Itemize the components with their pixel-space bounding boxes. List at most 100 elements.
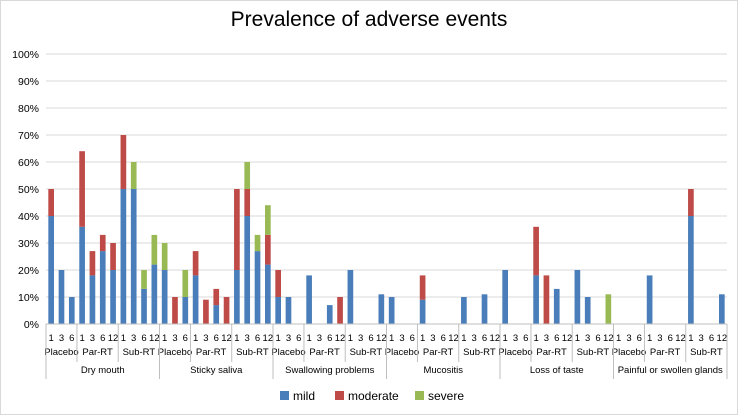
bar-mild — [182, 297, 189, 324]
subgroup-label: Placebo — [498, 347, 532, 358]
bar-mild — [141, 288, 147, 324]
bar-mild — [151, 264, 158, 324]
bar-moderate — [120, 135, 127, 189]
bar-mild — [419, 299, 426, 324]
legend-swatch-severe — [415, 391, 424, 400]
x-tick-label: 3 — [657, 333, 662, 344]
x-tick-label: 3 — [59, 333, 64, 344]
x-tick-label: 12 — [717, 333, 728, 344]
group-label: Sticky saliva — [190, 365, 243, 376]
bar-mild — [347, 270, 354, 324]
y-tick-label: 90% — [18, 76, 39, 88]
bar-moderate — [265, 234, 271, 265]
y-tick-label: 60% — [18, 157, 39, 169]
subgroup-label: Placebo — [44, 347, 78, 358]
x-tick-label: 6 — [214, 333, 219, 344]
x-tick-label: 3 — [172, 333, 177, 344]
x-tick-label: 3 — [90, 333, 95, 344]
x-tick-label: 6 — [410, 333, 415, 344]
x-tick-label: 1 — [276, 333, 281, 344]
x-tick-label: 6 — [368, 333, 373, 344]
bar-moderate — [192, 251, 199, 276]
subgroup-label: Sub-RT — [690, 347, 723, 358]
bar-moderate — [213, 288, 220, 306]
x-tick-label: 3 — [317, 333, 322, 344]
subgroup-label: Par-RT — [536, 347, 567, 358]
bar-severe — [161, 243, 168, 270]
bar-mild — [646, 275, 653, 324]
x-tick-label: 12 — [603, 333, 614, 344]
bar-moderate — [89, 251, 96, 276]
bar-mild — [244, 216, 251, 324]
x-tick-label: 6 — [100, 333, 105, 344]
y-tick-label: 70% — [18, 130, 39, 142]
x-tick-label: 3 — [626, 333, 631, 344]
x-tick-label: 6 — [482, 333, 487, 344]
x-tick-label: 1 — [348, 333, 353, 344]
bar-mild — [161, 270, 168, 324]
legend-swatch-mild — [280, 391, 289, 400]
bar-moderate — [688, 189, 694, 216]
legend-label-mild: mild — [293, 389, 315, 403]
bar-moderate — [99, 234, 106, 252]
x-tick-label: 3 — [286, 333, 291, 344]
bar-mild — [275, 297, 281, 324]
bar-severe — [182, 270, 189, 297]
bar-severe — [265, 205, 271, 235]
subgroup-label: Sub-RT — [463, 347, 496, 358]
bar-mild — [378, 294, 385, 324]
subgroup-label: Par-RT — [309, 347, 340, 358]
bar-moderate — [419, 275, 426, 300]
bar-mild — [120, 189, 127, 324]
x-tick-label: 3 — [203, 333, 208, 344]
x-tick-label: 6 — [554, 333, 559, 344]
bar-moderate — [203, 299, 209, 324]
x-tick-label: 1 — [533, 333, 538, 344]
subgroup-label: Par-RT — [82, 347, 113, 358]
bar-mild — [584, 297, 591, 324]
x-tick-label: 3 — [399, 333, 404, 344]
x-tick-label: 6 — [69, 333, 74, 344]
x-tick-label: 1 — [461, 333, 466, 344]
group-label: Dry mouth — [81, 365, 125, 376]
x-tick-label: 1 — [234, 333, 239, 344]
x-tick-label: 12 — [221, 333, 232, 344]
x-tick-label: 12 — [490, 333, 501, 344]
x-tick-label: 12 — [448, 333, 459, 344]
bar-moderate — [337, 297, 343, 324]
x-tick-label: 3 — [358, 333, 363, 344]
x-tick-label: 1 — [389, 333, 394, 344]
bar-moderate — [223, 297, 230, 324]
x-tick-label: 6 — [296, 333, 301, 344]
group-label: Mucositis — [423, 365, 463, 376]
x-tick-label: 1 — [616, 333, 621, 344]
subgroup-label: Sub-RT — [123, 347, 156, 358]
bar-severe — [605, 294, 612, 324]
bar-mild — [688, 216, 694, 324]
bar-moderate — [110, 243, 116, 270]
bar-moderate — [275, 270, 281, 297]
x-tick-label: 6 — [668, 333, 673, 344]
x-tick-label: 3 — [472, 333, 477, 344]
bar-moderate — [533, 226, 539, 276]
x-tick-label: 1 — [121, 333, 126, 344]
legend-swatch-moderate — [335, 391, 344, 400]
bar-mild — [326, 305, 333, 324]
x-tick-label: 12 — [149, 333, 160, 344]
bar-mild — [48, 216, 54, 324]
x-tick-label: 1 — [162, 333, 167, 344]
x-tick-label: 1 — [575, 333, 580, 344]
subgroup-label: Sub-RT — [350, 347, 383, 358]
bar-severe — [151, 234, 158, 265]
x-tick-label: 6 — [183, 333, 188, 344]
subgroup-label: Placebo — [612, 347, 646, 358]
bar-mild — [89, 275, 96, 324]
bar-mild — [306, 275, 312, 324]
bar-moderate — [244, 189, 251, 216]
bar-mild — [553, 288, 560, 324]
group-label: Painful or swollen glands — [618, 365, 723, 376]
bar-mild — [68, 297, 75, 324]
subgroup-label: Sub-RT — [236, 347, 269, 358]
group-label: Swallowing problems — [285, 365, 374, 376]
x-tick-label: 3 — [544, 333, 549, 344]
